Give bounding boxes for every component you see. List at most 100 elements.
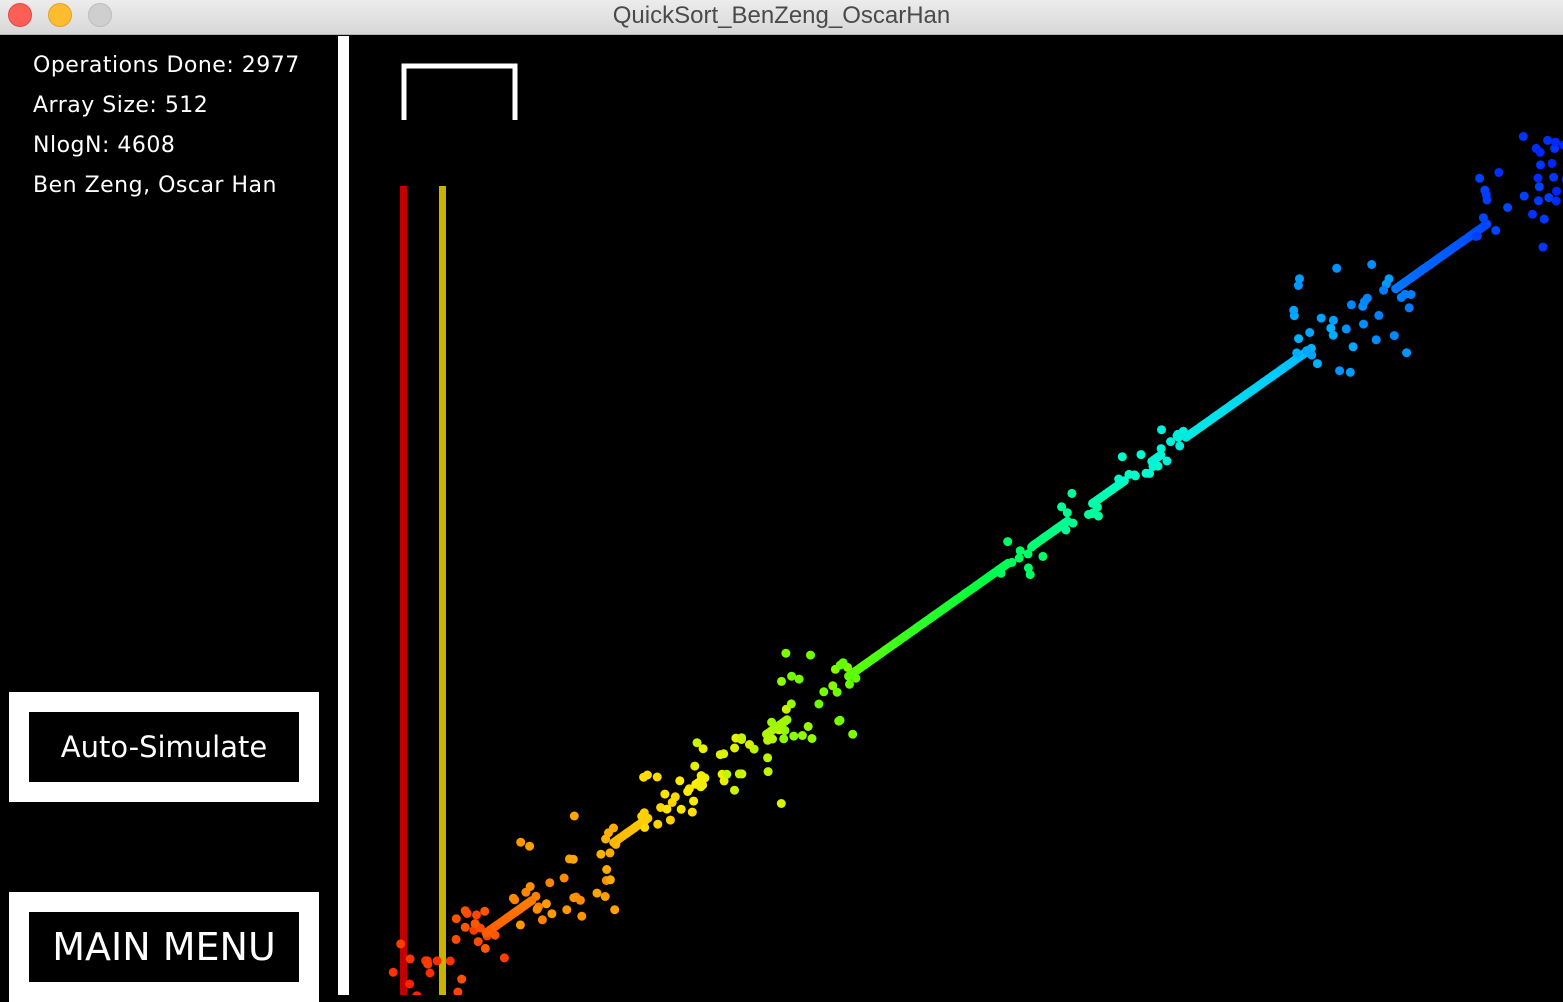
array-element-point [1149, 455, 1159, 465]
array-element-point [662, 804, 672, 814]
close-window-button[interactable] [8, 3, 32, 27]
array-element-point [1494, 168, 1504, 177]
array-element-point [1519, 191, 1529, 201]
array-element-point [577, 911, 587, 921]
array-element-point [848, 729, 858, 739]
array-element-point [515, 920, 525, 930]
array-element-point [845, 679, 854, 689]
operations-done-label: Operations Done: 2977 [33, 53, 300, 78]
array-element-point [767, 717, 777, 727]
array-element-point [480, 906, 490, 916]
array-element-point [665, 815, 675, 825]
array-element-point [763, 767, 773, 777]
array-element-point [1145, 468, 1155, 478]
array-element-point [525, 841, 535, 851]
array-element-point [1157, 425, 1166, 435]
pivot-pointer-left [400, 186, 407, 995]
array-element-point [780, 725, 790, 735]
array-element-point [689, 796, 699, 806]
array-element-point [670, 792, 680, 802]
array-element-point [601, 834, 611, 844]
array-element-point [1316, 313, 1326, 323]
array-element-point [1156, 444, 1166, 454]
array-element-point [457, 974, 467, 984]
array-element-point [600, 892, 610, 901]
array-element-point [1478, 213, 1488, 223]
array-element-point [687, 807, 697, 817]
array-element-point [763, 753, 773, 763]
array-element-point [1481, 190, 1491, 200]
array-element-point [779, 734, 789, 744]
pivot-pointer-right [439, 186, 446, 995]
array-element-point [396, 939, 406, 949]
array-element-point [1307, 350, 1317, 360]
array-element-point [1551, 196, 1561, 206]
array-element-point [596, 849, 606, 859]
array-element-point [1294, 334, 1304, 344]
array-element-point [1305, 328, 1315, 337]
array-element-point [1312, 359, 1322, 369]
array-element-point [1362, 293, 1372, 303]
array-element-point [1536, 160, 1545, 170]
array-element-point [1389, 331, 1399, 341]
array-element-point [592, 888, 602, 898]
array-element-point [1295, 274, 1304, 284]
array-element-point [749, 744, 759, 754]
array-element-point [1014, 553, 1024, 563]
array-element-point [1293, 281, 1303, 290]
array-element-point [828, 681, 838, 691]
array-element-point [1346, 300, 1356, 310]
window-titlebar: QuickSort_BenZeng_OscarHan [0, 0, 1563, 35]
scatter-points [388, 132, 1563, 995]
array-element-point [683, 787, 693, 796]
array-element-point [722, 769, 732, 779]
sort-visualization-canvas [349, 36, 1563, 995]
array-element-point [1328, 315, 1338, 325]
array-element-point [1359, 319, 1368, 329]
array-element-point [676, 804, 686, 814]
array-element-point [653, 819, 663, 829]
array-element-point [1088, 509, 1097, 519]
array-element-point [1345, 367, 1355, 377]
array-element-point [451, 914, 461, 924]
array-element-point [1559, 140, 1563, 150]
array-element-point [696, 782, 706, 792]
array-element-point [637, 811, 647, 821]
array-element-point [1544, 193, 1554, 203]
array-element-point [1374, 310, 1384, 320]
auto-simulate-button-frame: Auto-Simulate [9, 692, 319, 802]
array-element-point [562, 905, 572, 915]
zoom-window-button[interactable] [88, 3, 112, 27]
array-element-point [451, 934, 461, 944]
array-element-point [1472, 231, 1482, 241]
array-element-point [1173, 429, 1183, 439]
array-element-point [508, 893, 518, 903]
array-element-point [569, 811, 579, 821]
array-element-point [602, 865, 612, 874]
main-menu-button[interactable]: MAIN MENU [29, 912, 299, 982]
auto-simulate-button[interactable]: Auto-Simulate [29, 712, 299, 782]
authors-label: Ben Zeng, Oscar Han [33, 173, 277, 198]
array-element-point [1533, 173, 1543, 183]
array-element-point [1175, 441, 1185, 451]
array-element-point [1534, 182, 1544, 192]
array-element-point [803, 722, 813, 731]
array-element-point [794, 674, 804, 684]
array-element-point [696, 771, 706, 781]
array-element-point [1289, 305, 1299, 315]
array-element-point [776, 799, 786, 808]
array-element-point [1130, 471, 1140, 481]
minimize-window-button[interactable] [48, 3, 72, 27]
array-element-point [1156, 450, 1166, 460]
array-element-point [781, 648, 791, 658]
array-element-point [1539, 214, 1549, 224]
array-element-point [1062, 508, 1072, 518]
array-element-point [734, 769, 744, 779]
array-element-point [835, 660, 845, 670]
array-element-point [777, 676, 786, 686]
array-element-point [525, 882, 535, 891]
array-element-point [1534, 196, 1543, 206]
array-element-point [545, 878, 555, 888]
array-element-point [797, 731, 807, 740]
array-element-point [547, 909, 557, 919]
